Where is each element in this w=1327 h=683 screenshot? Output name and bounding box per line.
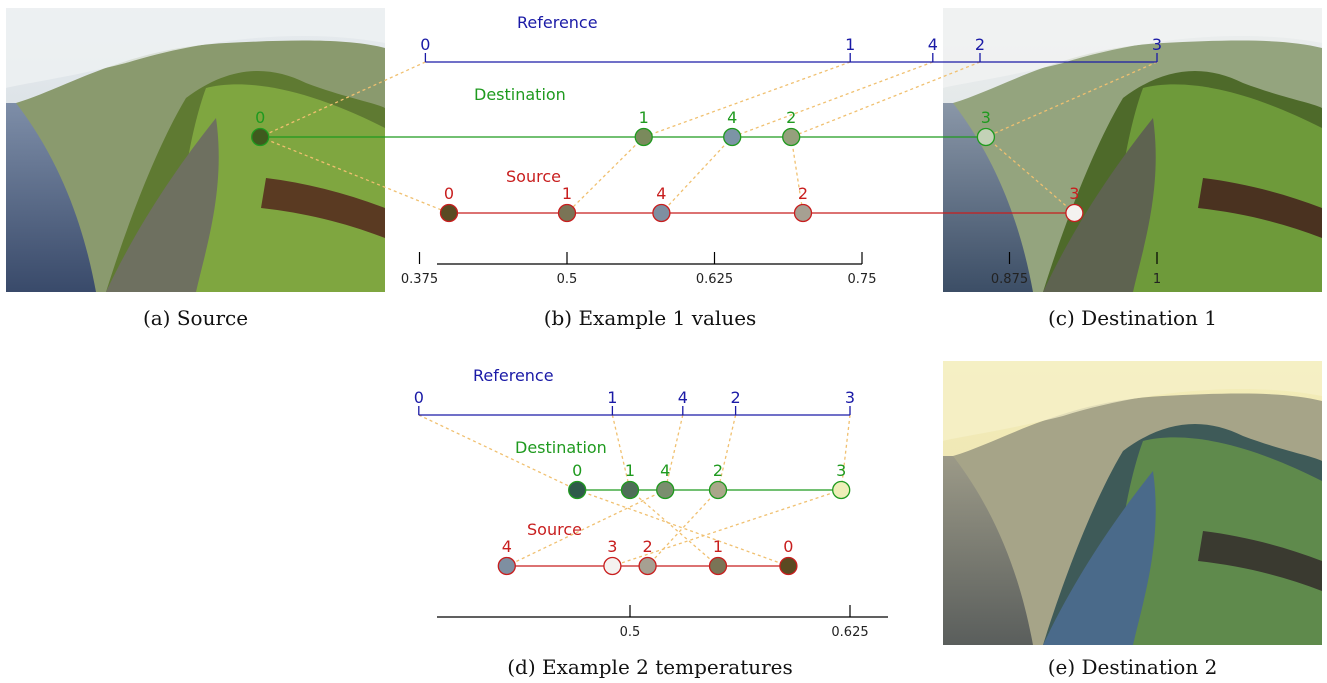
reference-label-0: 0 (420, 35, 430, 54)
destination-1-photo (943, 8, 1322, 292)
reference-label-3: 3 (1152, 35, 1162, 54)
mapping-line-ref-1 (611, 414, 631, 491)
destination-point-label-2: 2 (786, 108, 796, 127)
value-axis-tick-label: 0.625 (696, 272, 733, 287)
mapping-line-ref-0 (418, 414, 578, 491)
source-point-label-3: 3 (607, 537, 617, 556)
mapping-line-ref-4 (731, 61, 934, 138)
source-point-label-0: 0 (783, 537, 793, 556)
destination-point-label-3: 3 (981, 108, 991, 127)
caption-b: (b) Example 1 values (543, 306, 757, 330)
source-point-label-2: 2 (643, 537, 653, 556)
mapping-line-src-1 (629, 489, 719, 567)
mapping-line-src-1 (566, 136, 645, 214)
mapping-line-ref-3 (985, 61, 1158, 138)
source-point-1 (557, 203, 577, 223)
source-photo (6, 8, 385, 292)
reference-label-2: 2 (731, 388, 741, 407)
source-point-2 (793, 203, 813, 223)
destination-point-label-4: 4 (660, 461, 670, 480)
destination-point-0 (251, 127, 270, 147)
mapping-line-src-2 (647, 489, 719, 567)
destination-point-4 (656, 480, 675, 500)
value-axis-tick-label: 0.5 (620, 625, 641, 640)
destination-point-label-0: 0 (255, 108, 265, 127)
mapping-line-src-4 (660, 136, 733, 214)
destination-point-0 (568, 480, 587, 500)
mapping-line-ref-4 (664, 414, 684, 491)
caption-c: (c) Destination 1 (1048, 306, 1217, 330)
reference-label-1: 1 (607, 388, 617, 407)
value-axis-tick-label: 0.375 (401, 272, 438, 287)
source-point-2 (638, 556, 657, 576)
mapping-line-ref-1 (643, 61, 851, 138)
destination-point-label-4: 4 (727, 108, 737, 127)
source-point-label-4: 4 (656, 184, 666, 203)
source-label: Source (506, 167, 561, 186)
value-axis-tick-label: 0.625 (831, 625, 868, 640)
mapping-line-ref-2 (790, 61, 981, 138)
value-axis-tick-label: 0.875 (991, 272, 1028, 287)
mapping-line-src-3 (612, 489, 842, 567)
caption-a: (a) Source (142, 306, 249, 330)
destination-label: Destination (474, 85, 566, 104)
source-point-label-0: 0 (444, 184, 454, 203)
source-point-4 (497, 556, 516, 576)
destination-point-2 (708, 480, 728, 500)
source-point-3 (1065, 203, 1084, 223)
mapping-line-src-3 (985, 136, 1075, 214)
destination-2-photo (943, 361, 1322, 645)
reference-label-1: 1 (845, 35, 855, 54)
mapping-line-src-4 (506, 489, 666, 567)
destination-point-3 (976, 127, 996, 147)
destination-point-3 (832, 480, 851, 500)
destination-point-label-3: 3 (836, 461, 846, 480)
reference-label-2: 2 (975, 35, 985, 54)
reference-label: Reference (517, 13, 598, 32)
destination-point-label-1: 1 (625, 461, 635, 480)
destination-point-label-0: 0 (572, 461, 582, 480)
destination-label: Destination (515, 438, 607, 457)
mapping-line-ref-0 (259, 61, 426, 138)
mapping-line-src-0 (259, 136, 450, 214)
source-point-1 (708, 556, 728, 576)
reference-label-3: 3 (845, 388, 855, 407)
source-point-0 (779, 556, 798, 576)
source-point-4 (652, 203, 671, 223)
caption-e: (e) Destination 2 (1047, 655, 1218, 679)
caption-d: (d) Example 2 temperatures (507, 655, 793, 679)
source-point-3 (603, 556, 622, 576)
mapping-line-src-2 (790, 136, 804, 214)
source-point-label-2: 2 (798, 184, 808, 203)
mapping-line-ref-3 (840, 414, 851, 491)
value-axis-tick-label: 1 (1153, 272, 1161, 287)
source-point-label-4: 4 (502, 537, 512, 556)
reference-label-4: 4 (928, 35, 938, 54)
source-point-label-3: 3 (1069, 184, 1079, 203)
source-label: Source (527, 520, 582, 539)
reference-label: Reference (473, 366, 554, 385)
mapping-line-src-0 (576, 489, 789, 567)
destination-point-label-2: 2 (713, 461, 723, 480)
destination-point-label-1: 1 (639, 108, 649, 127)
value-axis-tick-label: 0.75 (848, 272, 877, 287)
destination-point-1 (634, 127, 653, 147)
destination-point-2 (782, 127, 801, 147)
source-point-0 (439, 203, 459, 223)
reference-label-4: 4 (678, 388, 688, 407)
destination-point-4 (723, 127, 742, 147)
source-point-label-1: 1 (562, 184, 572, 203)
reference-label-0: 0 (414, 388, 424, 407)
value-axis-tick-label: 0.5 (557, 272, 578, 287)
source-point-label-1: 1 (713, 537, 723, 556)
mapping-line-ref-2 (717, 414, 737, 491)
destination-point-1 (620, 480, 640, 500)
